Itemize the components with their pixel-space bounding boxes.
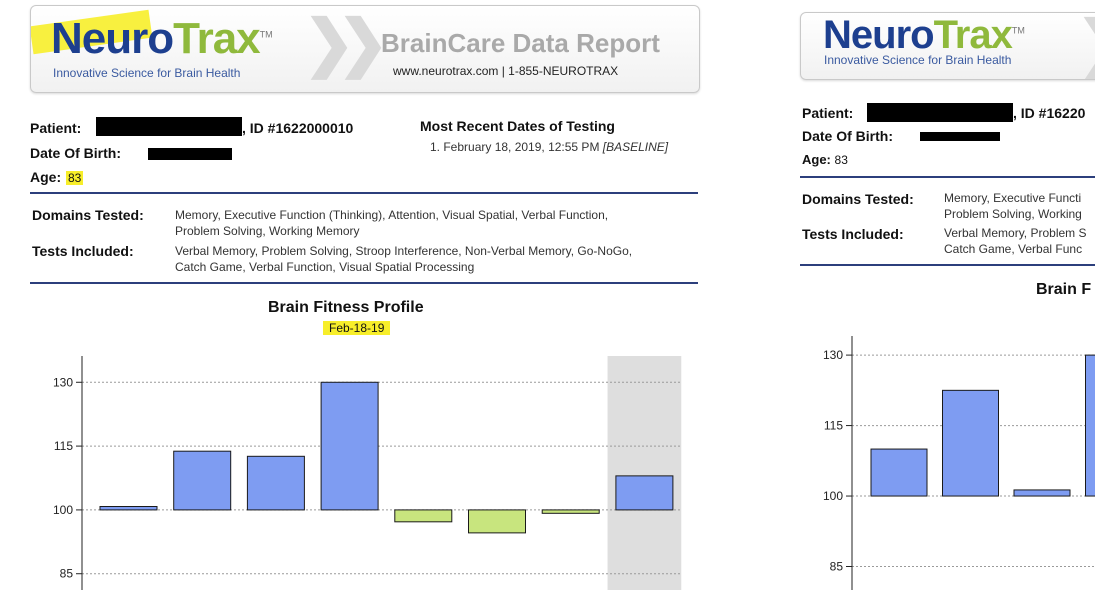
redacted-dob	[148, 148, 232, 160]
redacted-patient-name	[867, 103, 1013, 122]
bar	[870, 448, 928, 497]
bar	[1013, 489, 1071, 497]
testing-date-item: 1. February 18, 2019, 12:55 PM [BASELINE…	[430, 140, 669, 154]
tests-label: Tests Included:	[32, 243, 134, 259]
y-tick-label: 115	[824, 419, 843, 433]
shaded-column	[607, 356, 682, 590]
chart-title: Brain F	[1036, 281, 1092, 298]
chart-title: Brain Fitness Profile	[268, 299, 424, 316]
bar	[394, 509, 453, 523]
patient-label: Patient:	[30, 120, 82, 136]
tests-text: Verbal Memory, Problem Solving, Stroop I…	[175, 244, 633, 274]
patient-id: , ID #1622000010	[242, 120, 354, 136]
section-divider	[800, 264, 1095, 266]
brain-fitness-chart: 85 100 115 130	[823, 336, 1095, 590]
section-divider	[30, 192, 698, 194]
domains-text: Memory, Executive Function (Thinking), A…	[175, 208, 609, 238]
bar	[942, 389, 999, 497]
chart-subtitle: Feb-18-19	[323, 321, 391, 335]
brand-tagline: Innovative Science for Brain Health	[53, 66, 241, 80]
y-tick-label: 85	[60, 567, 74, 581]
neurotrax-logo: NeuroTraxTM	[823, 13, 1025, 57]
age-label: Age: 83	[802, 152, 848, 167]
section-divider	[30, 282, 698, 284]
y-tick-label: 115	[54, 439, 73, 453]
brand-tagline: Innovative Science for Brain Health	[824, 53, 1012, 67]
chevron-right-icon: ❯	[1076, 13, 1095, 79]
redacted-dob	[920, 132, 1000, 141]
report-contact: www.neurotrax.com | 1-855-NEUROTRAX	[393, 64, 619, 78]
domains-label: Domains Tested:	[802, 191, 914, 207]
brain-fitness-chart: 85 100 115 130	[53, 356, 682, 590]
report-title: BrainCare Data Report	[381, 28, 660, 58]
bar	[541, 509, 600, 514]
bar	[173, 450, 232, 511]
bar	[468, 509, 526, 534]
y-tick-label: 100	[53, 503, 73, 517]
age-value: 83	[66, 171, 84, 185]
testing-dates-heading: Most Recent Dates of Testing	[420, 118, 615, 134]
domains-text: Memory, Executive Functi Problem Solving,…	[944, 191, 1082, 221]
dob-label: Date Of Birth:	[30, 145, 121, 161]
report-header-banner: NeuroTraxTM Innovative Science for Brain…	[30, 5, 700, 93]
y-tick-label: 130	[53, 375, 73, 389]
y-tick-label: 130	[823, 348, 843, 362]
patient-label: Patient:	[802, 105, 854, 121]
y-tick-label: 85	[830, 560, 844, 574]
y-tick-label: 100	[823, 489, 843, 503]
dob-label: Date Of Birth:	[802, 128, 893, 144]
bar	[320, 381, 379, 511]
tests-text: Verbal Memory, Problem S Catch Game, Verb…	[944, 226, 1087, 256]
report-header-banner: NeuroTraxTM Innovative Science for Brain…	[800, 12, 1095, 80]
bar	[615, 475, 674, 511]
bar	[1085, 354, 1095, 497]
bar	[99, 506, 158, 511]
age-label: Age:	[30, 169, 62, 185]
chevron-right-icon: ❯❯	[303, 9, 389, 78]
section-divider	[800, 176, 1095, 178]
report-page-left: NeuroTraxTM Innovative Science for Brain…	[30, 5, 700, 590]
report-page-right: NeuroTraxTM Innovative Science for Brain…	[780, 0, 1095, 590]
patient-id: , ID #16220	[1013, 105, 1086, 121]
domains-label: Domains Tested:	[32, 207, 144, 223]
redacted-patient-name	[96, 117, 242, 136]
bar	[246, 455, 305, 511]
tests-label: Tests Included:	[802, 226, 904, 242]
neurotrax-logo: NeuroTraxTM	[51, 14, 273, 63]
